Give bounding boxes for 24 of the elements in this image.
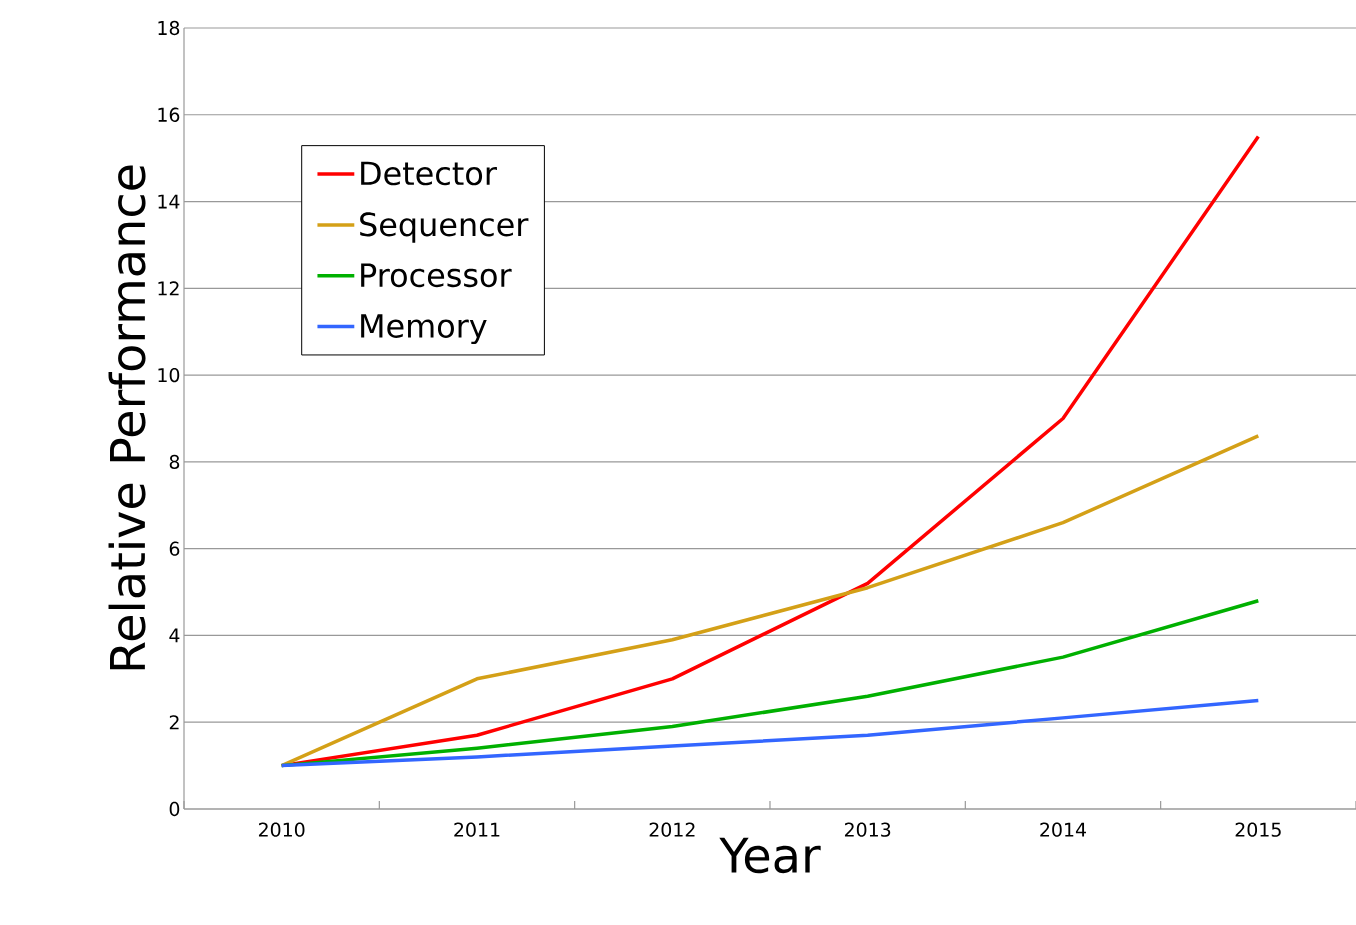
x-tick-label: 2014 <box>1040 822 1086 837</box>
y-tick-label: 0 <box>169 801 180 817</box>
y-tick-label: 2 <box>169 715 179 730</box>
y-tick-label: 4 <box>169 628 180 643</box>
legend-label: Detector <box>361 161 497 186</box>
x-tick-label: 2011 <box>454 822 500 837</box>
y-tick-label: 14 <box>158 194 180 209</box>
y-tick-label: 8 <box>169 454 180 470</box>
x-tick-label: 2012 <box>649 822 695 837</box>
y-tick-label: 16 <box>158 107 180 122</box>
y-tick-label: 18 <box>158 20 180 36</box>
y-axis-title: Relative Performance <box>108 165 146 670</box>
y-tick-label: 12 <box>158 281 179 296</box>
y-tick-label: 10 <box>158 367 180 383</box>
legend-label: Sequencer <box>360 212 529 243</box>
legend-label: Memory <box>361 314 487 345</box>
line-series <box>279 698 1261 768</box>
x-tick-label: 2015 <box>1235 822 1281 837</box>
legend-label: Processor <box>361 263 512 288</box>
y-tick-label: 6 <box>169 541 180 556</box>
x-tick-label: 2013 <box>844 822 891 837</box>
x-axis-title: Year <box>719 837 821 874</box>
line-series <box>279 434 1261 768</box>
x-tick-label: 2010 <box>258 822 305 837</box>
